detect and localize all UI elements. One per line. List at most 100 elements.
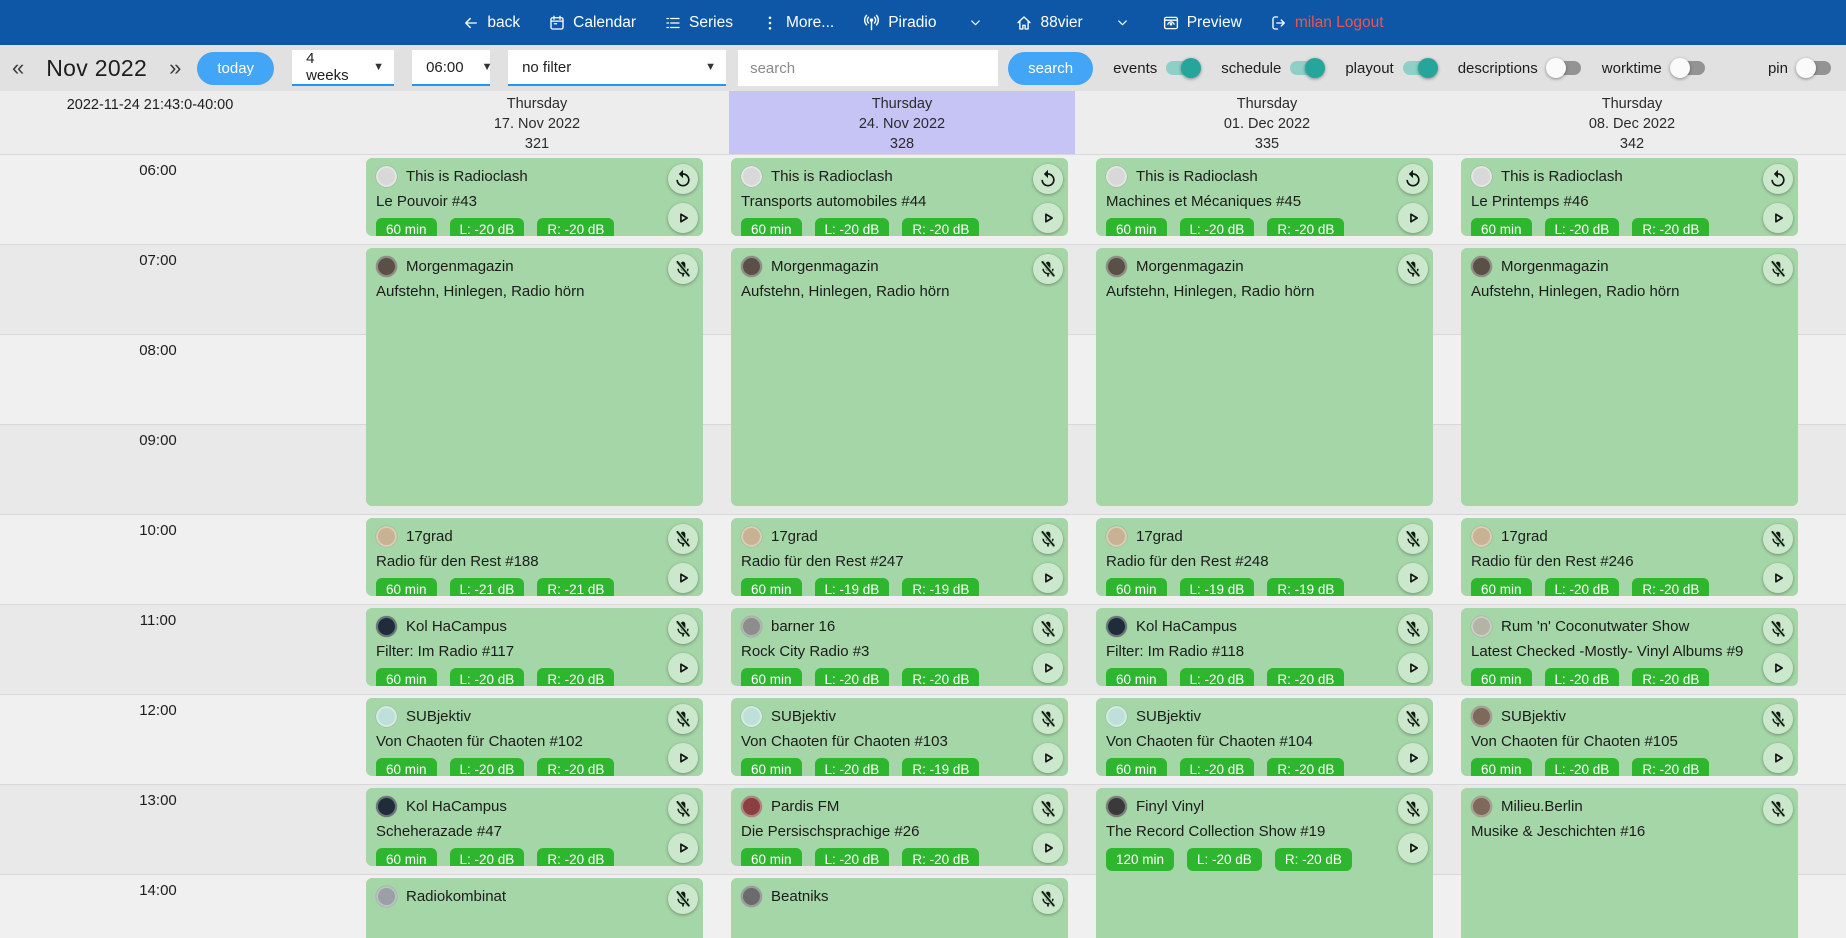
- day-column-header[interactable]: Thursday 01. Dec 2022 335: [1094, 91, 1440, 154]
- play-button[interactable]: [1763, 563, 1793, 593]
- play-button[interactable]: [1398, 653, 1428, 683]
- nav-item-milan-logout[interactable]: milan Logout: [1270, 14, 1384, 32]
- mic-off-button[interactable]: [1033, 704, 1063, 734]
- play-button[interactable]: [1033, 743, 1063, 773]
- day-column-header[interactable]: Thursday 24. Nov 2022 328: [729, 91, 1075, 154]
- mic-off-button[interactable]: [668, 614, 698, 644]
- play-button[interactable]: [1398, 563, 1428, 593]
- event-card[interactable]: Kol HaCampus Filter: Im Radio #118 60 min L…: [1096, 608, 1433, 686]
- play-button[interactable]: [1763, 203, 1793, 233]
- play-button[interactable]: [668, 563, 698, 593]
- event-card[interactable]: This is Radioclash Le Pouvoir #43 60 min L:…: [366, 158, 703, 236]
- range-select[interactable]: 4 weeks ▼: [292, 50, 395, 86]
- nav-item-preview[interactable]: Preview: [1162, 14, 1242, 32]
- mic-off-button[interactable]: [1763, 524, 1793, 554]
- mic-off-button[interactable]: [1763, 614, 1793, 644]
- play-button[interactable]: [1763, 653, 1793, 683]
- mic-off-button[interactable]: [1398, 614, 1428, 644]
- day-column-header[interactable]: Thursday 17. Nov 2022 321: [364, 91, 710, 154]
- mic-off-button[interactable]: [1398, 794, 1428, 824]
- event-card[interactable]: Radiokombinat: [366, 878, 703, 938]
- replay-button[interactable]: [1033, 164, 1063, 194]
- nav-dropdown-chevron[interactable]: [1115, 15, 1130, 30]
- play-button[interactable]: [1033, 833, 1063, 863]
- search-input[interactable]: [738, 50, 999, 86]
- play-button[interactable]: [1398, 743, 1428, 773]
- mic-off-button[interactable]: [668, 794, 698, 824]
- mic-off-button[interactable]: [1763, 704, 1793, 734]
- play-button[interactable]: [1033, 203, 1063, 233]
- nav-item-back[interactable]: back: [462, 14, 520, 32]
- event-card[interactable]: Kol HaCampus Scheherazade #47 60 min L: -20…: [366, 788, 703, 866]
- next-month-button[interactable]: »: [169, 55, 182, 80]
- replay-button[interactable]: [668, 164, 698, 194]
- replay-button[interactable]: [1763, 164, 1793, 194]
- mic-off-button[interactable]: [668, 254, 698, 284]
- descriptions-toggle[interactable]: [1545, 58, 1582, 78]
- nav-item-series[interactable]: Series: [664, 14, 733, 32]
- filter-select[interactable]: no filter ▼: [508, 50, 727, 86]
- event-icon-buttons: [1033, 254, 1063, 284]
- nav-dropdown-chevron[interactable]: [968, 15, 983, 30]
- prev-month-button[interactable]: «: [12, 55, 25, 80]
- events-toggle[interactable]: [1165, 58, 1202, 78]
- event-card[interactable]: Morgenmagazin Aufstehn, Hinlegen, Radio h…: [1461, 248, 1798, 506]
- mic-off-button[interactable]: [668, 884, 698, 914]
- event-card[interactable]: SUBjektiv Von Chaoten für Chaoten #102 60 …: [366, 698, 703, 776]
- event-card[interactable]: Milieu.Berlin Musike & Jeschichten #16: [1461, 788, 1798, 938]
- event-card[interactable]: SUBjektiv Von Chaoten für Chaoten #105 60 …: [1461, 698, 1798, 776]
- event-card[interactable]: barner 16 Rock City Radio #3 60 min L: -20 …: [731, 608, 1068, 686]
- play-button[interactable]: [668, 743, 698, 773]
- event-card[interactable]: 17grad Radio für den Rest #247 60 min L: -1…: [731, 518, 1068, 596]
- event-card[interactable]: Pardis FM Die Persischsprachige #26 60 min…: [731, 788, 1068, 866]
- mic-off-button[interactable]: [1033, 254, 1063, 284]
- schedule-toggle[interactable]: [1289, 58, 1326, 78]
- mic-off-button[interactable]: [668, 524, 698, 554]
- play-button[interactable]: [1033, 653, 1063, 683]
- nav-item-more-[interactable]: More...: [761, 14, 834, 32]
- play-button[interactable]: [1763, 743, 1793, 773]
- play-button[interactable]: [1398, 203, 1428, 233]
- search-button[interactable]: search: [1008, 51, 1094, 85]
- mic-off-button[interactable]: [1763, 794, 1793, 824]
- play-button[interactable]: [668, 653, 698, 683]
- pin-toggle[interactable]: [1796, 58, 1832, 78]
- event-card[interactable]: This is Radioclash Machines et Mécaniques…: [1096, 158, 1433, 236]
- event-card[interactable]: Kol HaCampus Filter: Im Radio #117 60 min L…: [366, 608, 703, 686]
- start-time-select[interactable]: 06:00 ▼: [412, 50, 493, 86]
- event-card[interactable]: Morgenmagazin Aufstehn, Hinlegen, Radio h…: [731, 248, 1068, 506]
- event-card[interactable]: Finyl Vinyl The Record Collection Show #1…: [1096, 788, 1433, 938]
- event-card[interactable]: 17grad Radio für den Rest #188 60 min L: -2…: [366, 518, 703, 596]
- mic-off-button[interactable]: [1033, 614, 1063, 644]
- nav-item-piradio[interactable]: Piradio: [862, 13, 936, 32]
- event-card[interactable]: Beatniks: [731, 878, 1068, 938]
- event-card[interactable]: This is Radioclash Le Printemps #46 60 min…: [1461, 158, 1798, 236]
- event-card[interactable]: 17grad Radio für den Rest #248 60 min L: -1…: [1096, 518, 1433, 596]
- nav-item-88vier[interactable]: 88vier: [1015, 14, 1083, 32]
- play-button[interactable]: [1033, 563, 1063, 593]
- playout-toggle[interactable]: [1402, 58, 1438, 78]
- nav-item-calendar[interactable]: Calendar: [548, 14, 636, 32]
- mic-off-button[interactable]: [668, 704, 698, 734]
- worktime-toggle[interactable]: [1669, 58, 1706, 78]
- event-card[interactable]: SUBjektiv Von Chaoten für Chaoten #104 60 …: [1096, 698, 1433, 776]
- day-column-header[interactable]: Thursday 08. Dec 2022 342: [1459, 91, 1805, 154]
- replay-button[interactable]: [1398, 164, 1428, 194]
- mic-off-button[interactable]: [1033, 524, 1063, 554]
- play-button[interactable]: [1398, 833, 1428, 863]
- mic-off-button[interactable]: [1398, 524, 1428, 554]
- event-card[interactable]: SUBjektiv Von Chaoten für Chaoten #103 60 …: [731, 698, 1068, 776]
- event-card[interactable]: 17grad Radio für den Rest #246 60 min L: -2…: [1461, 518, 1798, 596]
- mic-off-button[interactable]: [1033, 794, 1063, 824]
- today-button[interactable]: today: [197, 51, 275, 85]
- play-button[interactable]: [668, 203, 698, 233]
- mic-off-button[interactable]: [1398, 254, 1428, 284]
- event-card[interactable]: Rum 'n' Coconutwater Show Latest Checked …: [1461, 608, 1798, 686]
- event-card[interactable]: Morgenmagazin Aufstehn, Hinlegen, Radio h…: [366, 248, 703, 506]
- play-button[interactable]: [668, 833, 698, 863]
- event-card[interactable]: Morgenmagazin Aufstehn, Hinlegen, Radio h…: [1096, 248, 1433, 506]
- mic-off-button[interactable]: [1763, 254, 1793, 284]
- event-card[interactable]: This is Radioclash Transports automobiles…: [731, 158, 1068, 236]
- mic-off-button[interactable]: [1033, 884, 1063, 914]
- mic-off-button[interactable]: [1398, 704, 1428, 734]
